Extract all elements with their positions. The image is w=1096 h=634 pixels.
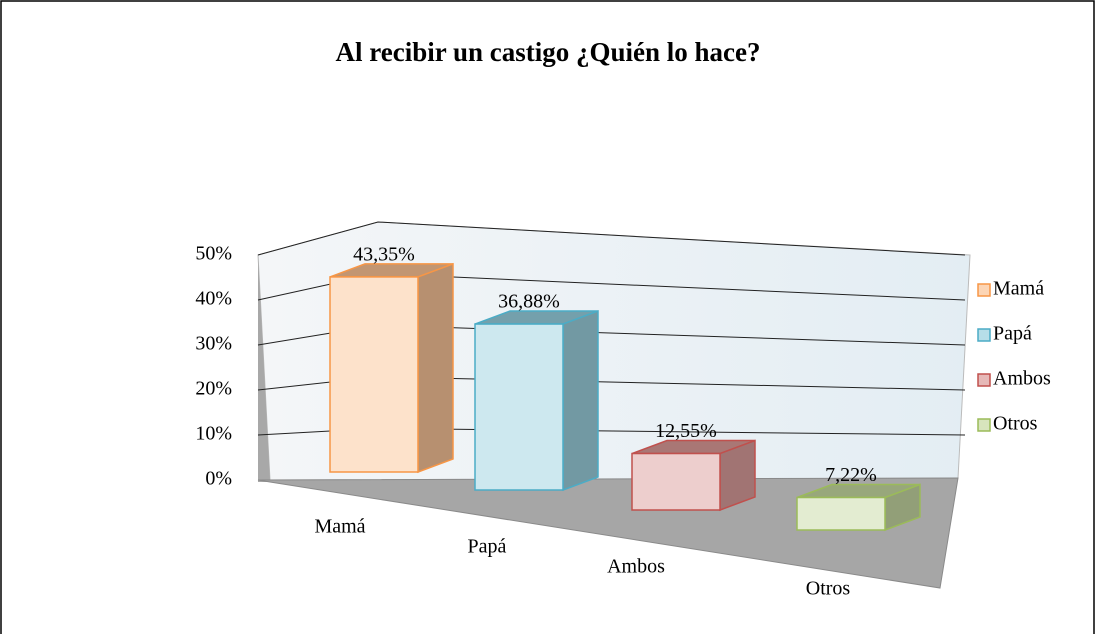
legend-label: Ambos (993, 368, 1051, 390)
x-tick-label: Mamá (314, 516, 365, 538)
side-wall (258, 255, 270, 482)
data-label: 36,88% (498, 291, 560, 313)
y-tick-label: 50% (195, 243, 232, 265)
bar (796, 496, 886, 531)
x-tick-label: Otros (806, 578, 851, 600)
bar (329, 276, 419, 473)
legend-label: Otros (993, 413, 1038, 435)
data-label: 43,35% (353, 244, 415, 266)
legend-swatch (977, 283, 991, 297)
bar-side (562, 309, 599, 492)
x-tick-label: Ambos (607, 556, 665, 578)
chart-title: Al recibir un castigo ¿Quién lo hace? (336, 37, 761, 67)
bar-side (417, 262, 454, 474)
y-tick-label: 40% (195, 288, 232, 310)
legend-swatch (977, 373, 991, 387)
x-tick-label: Papá (468, 536, 507, 558)
legend-swatch (977, 418, 991, 432)
legend-label: Papá (993, 323, 1032, 345)
bar (474, 323, 564, 491)
y-tick-label: 30% (195, 333, 232, 355)
legend-label: Mamá (993, 278, 1044, 300)
bar (631, 452, 721, 511)
y-tick-label: 0% (205, 468, 232, 490)
data-label: 12,55% (655, 420, 717, 442)
legend-swatch (977, 328, 991, 342)
y-tick-label: 10% (195, 423, 232, 445)
data-label: 7,22% (825, 464, 877, 486)
grid-line (257, 221, 966, 256)
bar-side (719, 439, 756, 512)
y-tick-label: 20% (195, 378, 232, 400)
